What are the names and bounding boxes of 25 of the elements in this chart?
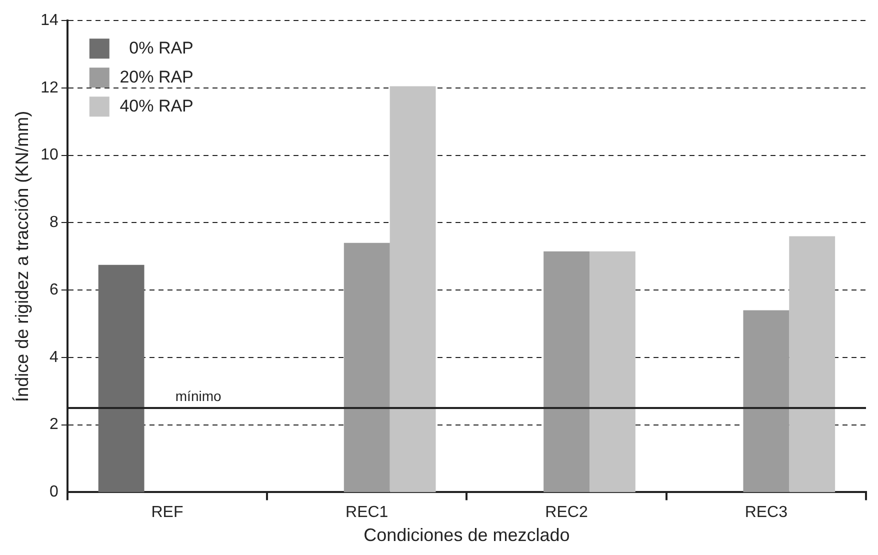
y-axis-title: Índice de rigidez a tracción (KN/mm): [12, 110, 32, 402]
y-tick-label: 6: [49, 281, 58, 298]
bar: [789, 236, 836, 492]
x-tick-label: REC2: [545, 504, 588, 522]
y-tick-label: 10: [40, 146, 58, 164]
bar: [743, 310, 790, 492]
bar: [589, 251, 636, 492]
y-tick-label: 14: [40, 12, 58, 30]
y-tick-label: 2: [49, 416, 58, 434]
ref-line-label: mínimo: [175, 388, 222, 404]
y-tick-label: 12: [40, 79, 58, 96]
legend-label: 20% RAP: [120, 67, 194, 86]
x-tick-label: REC1: [346, 504, 388, 522]
y-tick-label: 4: [49, 348, 58, 366]
x-tick-label: REF: [151, 504, 184, 522]
y-tick-label: 0: [49, 484, 58, 501]
bar: [344, 242, 390, 492]
bar: [98, 264, 144, 492]
x-tick-label: REC3: [744, 504, 788, 522]
y-tick-label: 8: [49, 214, 58, 232]
x-axis-title: Condiciones de mezclado: [364, 525, 570, 546]
bar: [544, 251, 590, 492]
bar: [390, 86, 436, 492]
legend-label: 0% RAP: [129, 38, 194, 58]
legend-label: 40% RAP: [120, 96, 194, 116]
